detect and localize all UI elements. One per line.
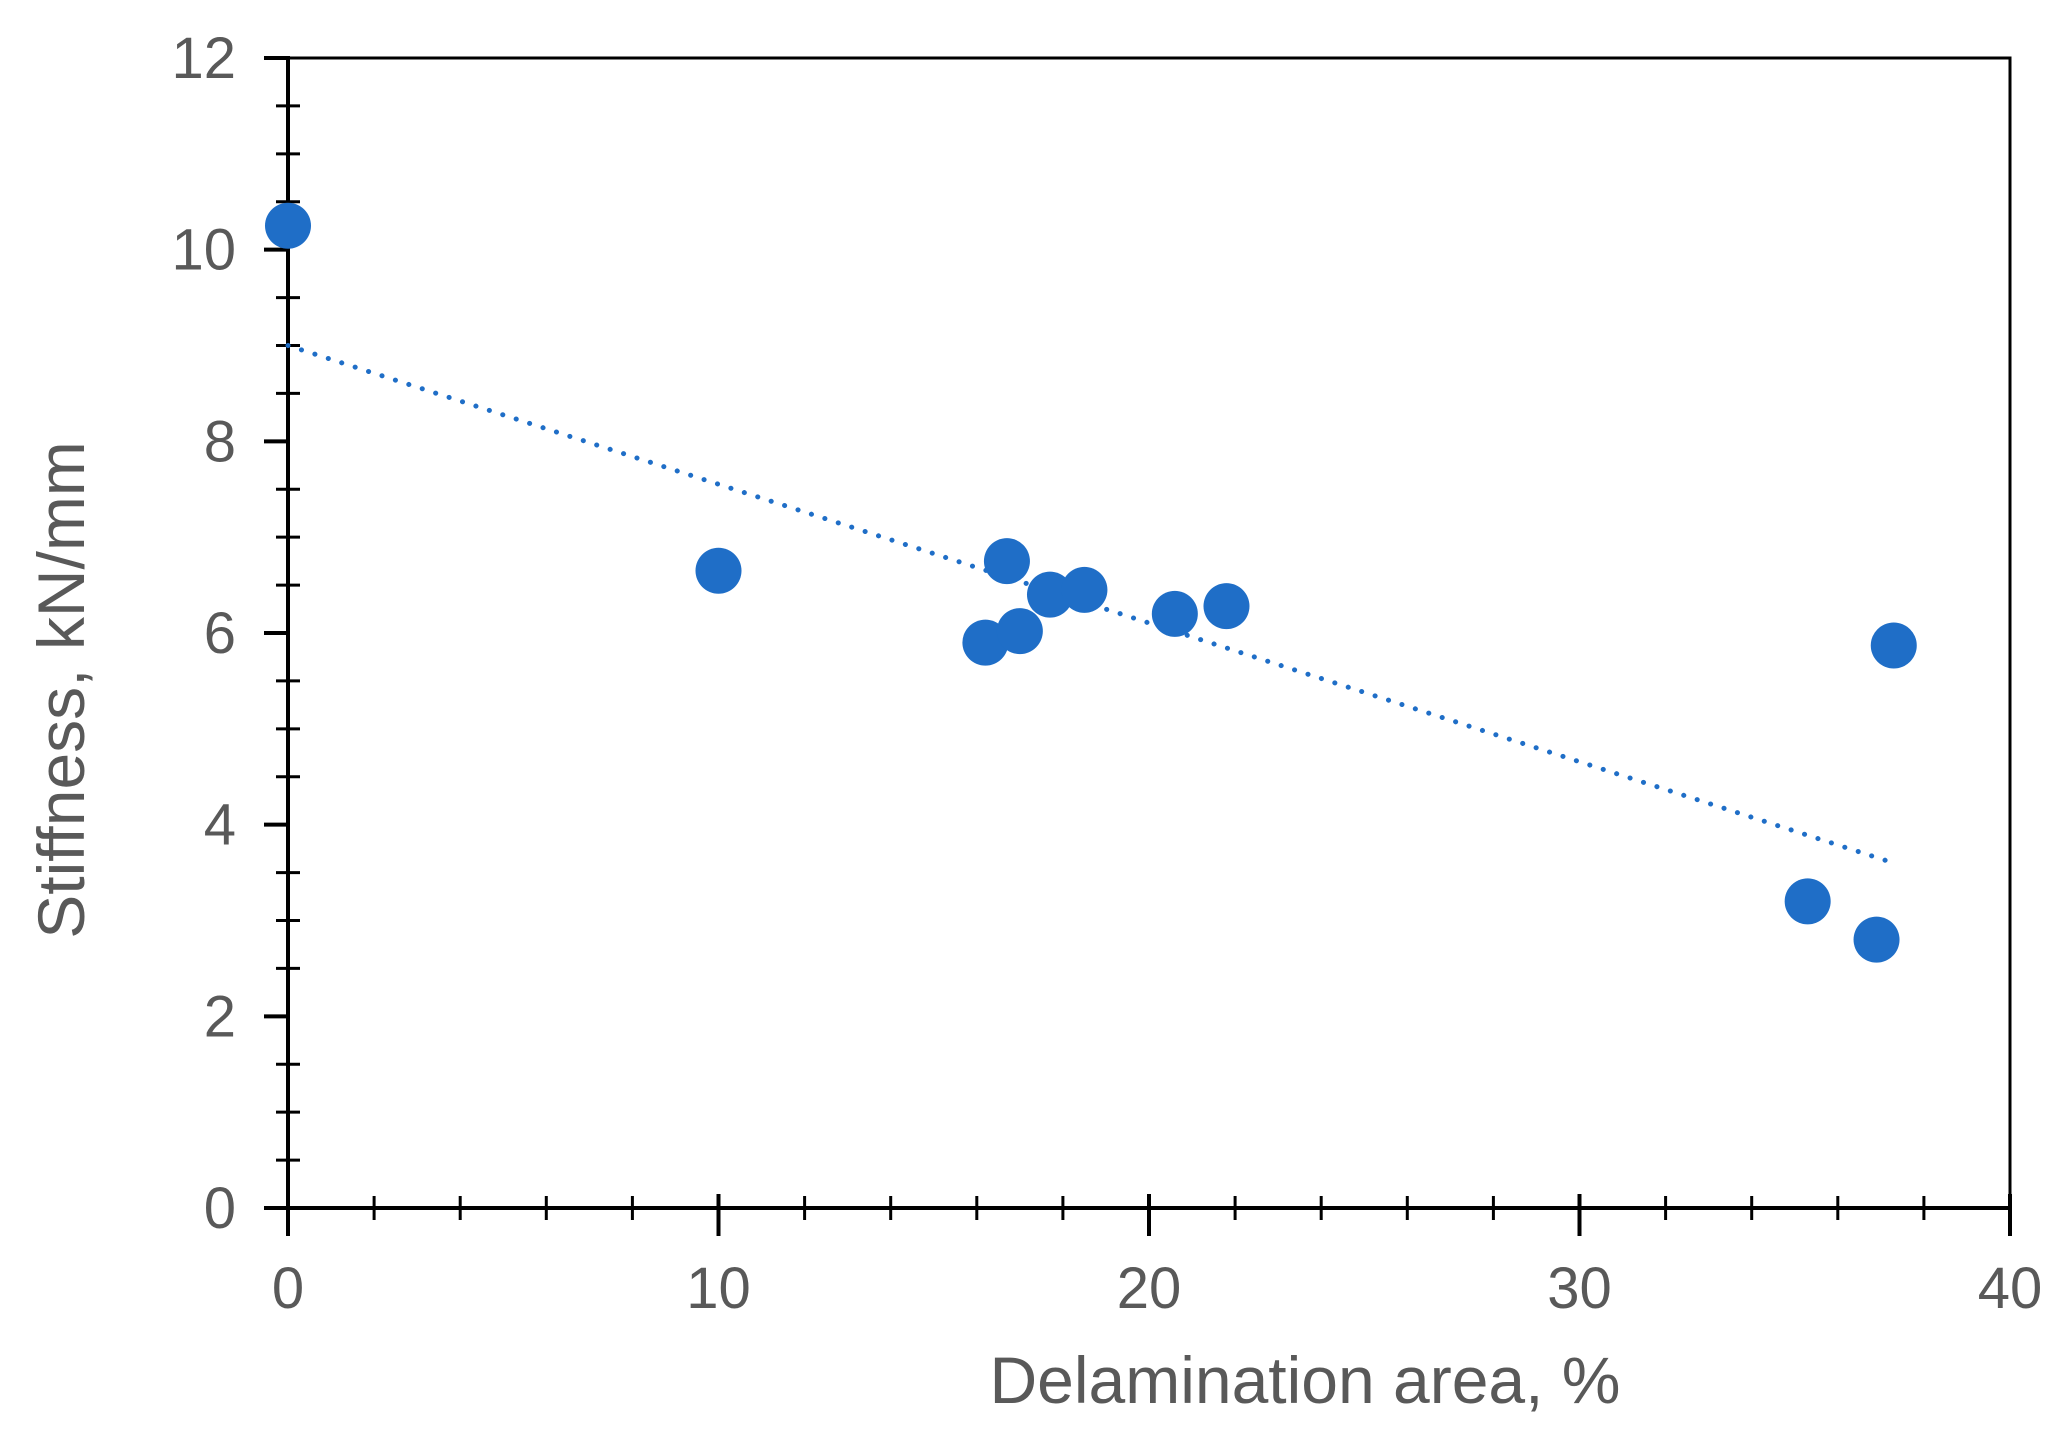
data-point	[1853, 916, 1900, 963]
data-point	[1151, 590, 1198, 637]
data-point	[1203, 583, 1250, 630]
y-tick-label: 8	[204, 409, 236, 474]
y-axis-tick-labels: 0 2 4 6 8 10 12	[171, 26, 236, 1241]
x-tick-label: 0	[272, 1256, 304, 1321]
y-tick-label: 10	[171, 218, 236, 283]
y-tick-label: 0	[204, 1176, 236, 1241]
y-tick-label: 2	[204, 984, 236, 1049]
data-point	[1870, 622, 1917, 669]
data-point	[996, 608, 1043, 655]
y-tick-label: 4	[204, 793, 236, 858]
x-tick-label: 30	[1547, 1256, 1612, 1321]
x-tick-label: 20	[1117, 1256, 1182, 1321]
data-point	[1784, 878, 1831, 925]
x-tick-label: 10	[686, 1256, 751, 1321]
data-point	[695, 547, 742, 594]
x-axis-tick-labels: 0 10 20 30 40	[272, 1256, 2042, 1321]
data-point	[983, 538, 1030, 585]
x-axis-ticks	[286, 1194, 2012, 1236]
x-tick-label: 40	[1978, 1256, 2043, 1321]
y-axis-title: Stiffness, kN/mm	[24, 441, 98, 939]
x-axis-title: Delamination area, %	[990, 1343, 1621, 1417]
data-point	[1026, 571, 1073, 618]
y-tick-label: 6	[204, 601, 236, 666]
y-axis-ticks	[264, 56, 300, 1210]
data-points	[265, 202, 1917, 963]
data-point	[1061, 566, 1108, 613]
y-tick-label: 12	[171, 26, 236, 91]
data-point	[265, 202, 311, 249]
